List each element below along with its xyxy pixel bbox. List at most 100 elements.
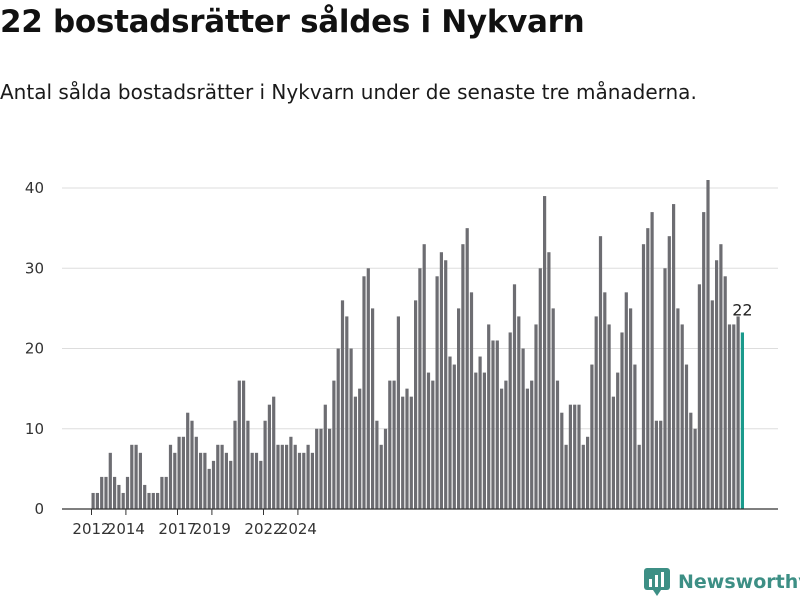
bar xyxy=(641,244,646,509)
brand-name: Newsworthy xyxy=(678,571,800,593)
bar xyxy=(276,444,280,509)
bar xyxy=(555,380,560,509)
bar xyxy=(431,380,435,509)
bar xyxy=(242,380,246,509)
bar xyxy=(383,428,388,509)
bar xyxy=(723,276,727,509)
bar xyxy=(113,476,117,509)
bar xyxy=(478,356,482,509)
bar xyxy=(108,452,112,509)
bar xyxy=(194,436,198,509)
bar xyxy=(706,180,710,509)
bar xyxy=(620,332,624,509)
bar xyxy=(143,484,147,509)
bar xyxy=(147,492,151,509)
bar xyxy=(534,324,538,509)
bar xyxy=(603,292,607,509)
bar xyxy=(457,308,461,509)
bar xyxy=(465,228,469,509)
bar xyxy=(121,492,125,509)
page-subtitle: Antal sålda bostadsrätter i Nykvarn unde… xyxy=(0,80,697,104)
bar xyxy=(469,292,474,509)
x-tick-label: 2024 xyxy=(279,520,317,538)
bar xyxy=(525,388,529,509)
bar xyxy=(504,380,508,509)
bar xyxy=(521,348,525,509)
bar xyxy=(353,396,357,509)
bar xyxy=(560,412,564,509)
bar xyxy=(328,428,332,509)
bar xyxy=(487,324,491,509)
bar xyxy=(401,396,405,509)
bar xyxy=(607,324,611,509)
bar xyxy=(263,420,267,509)
axes xyxy=(62,508,778,515)
bar xyxy=(285,444,289,509)
bar xyxy=(409,396,413,509)
bar xyxy=(173,452,177,509)
bar xyxy=(676,308,680,509)
bar xyxy=(259,460,263,509)
bar xyxy=(310,452,314,509)
y-tick-label: 30 xyxy=(25,259,44,277)
bar xyxy=(551,308,555,509)
bar xyxy=(680,324,684,509)
bar xyxy=(289,436,293,509)
bar xyxy=(736,316,740,509)
bar xyxy=(573,404,577,509)
bar xyxy=(130,444,134,509)
bar xyxy=(237,380,241,509)
bar xyxy=(280,444,284,509)
brand[interactable]: Newsworthy xyxy=(644,568,800,596)
bar xyxy=(452,364,456,509)
bar xyxy=(207,468,211,509)
bar xyxy=(517,316,521,509)
bar xyxy=(190,420,194,509)
bar xyxy=(319,428,323,509)
bar xyxy=(629,308,633,509)
bar xyxy=(246,420,250,509)
bar xyxy=(315,428,319,509)
bar xyxy=(616,372,620,509)
bar xyxy=(543,196,547,510)
bar xyxy=(435,276,439,509)
bar xyxy=(508,332,512,509)
page-title: 22 bostadsrätter såldes i Nykvarn xyxy=(0,4,585,40)
bar xyxy=(495,340,499,509)
bar xyxy=(229,460,233,509)
bar xyxy=(702,212,706,509)
highlight-bar xyxy=(740,332,744,509)
bar xyxy=(224,452,228,509)
bar xyxy=(611,396,615,509)
x-tick-label: 2022 xyxy=(244,520,282,538)
bar xyxy=(345,316,349,509)
x-tick-label: 2014 xyxy=(107,520,145,538)
bar xyxy=(396,316,400,509)
bar xyxy=(405,388,409,509)
bar xyxy=(186,412,190,509)
y-tick-label: 40 xyxy=(25,179,44,197)
bar xyxy=(95,492,99,509)
bar xyxy=(254,452,259,509)
bar xyxy=(366,268,370,509)
bar xyxy=(336,348,340,509)
bar xyxy=(297,452,302,509)
bar xyxy=(340,300,345,509)
bar xyxy=(732,324,736,509)
bar xyxy=(272,396,276,509)
newsworthy-logo-icon xyxy=(644,568,670,596)
bar xyxy=(160,476,164,509)
bar xyxy=(117,484,121,509)
bar xyxy=(91,492,95,509)
bar xyxy=(650,212,654,509)
bar xyxy=(375,420,379,509)
bar xyxy=(233,420,237,509)
bar xyxy=(697,284,701,509)
bar xyxy=(302,452,306,509)
bar xyxy=(646,228,650,509)
bar xyxy=(727,324,732,509)
bar xyxy=(125,476,130,509)
bar xyxy=(203,452,207,509)
bar xyxy=(422,244,426,509)
